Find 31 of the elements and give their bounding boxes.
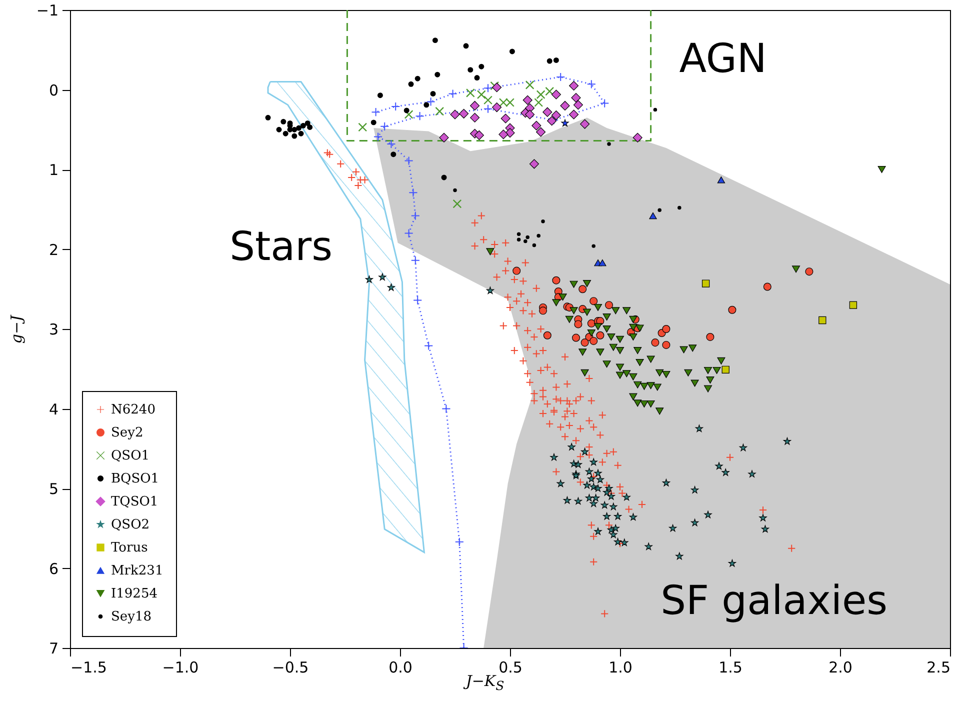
legend-label: QSO2 [111, 518, 150, 532]
legend-label: N6240 [111, 402, 156, 418]
y-tick-label: 7 [48, 640, 58, 658]
y-tick-label: 0 [48, 81, 58, 100]
x-tick-label: 2.5 [926, 658, 950, 676]
x-tick-label: −1.5 [70, 658, 107, 676]
annotation: AGN [679, 36, 767, 82]
y-tick-label: −1 [36, 2, 58, 20]
y-tick-label: 6 [48, 560, 58, 578]
legend-label: Mrk231 [111, 564, 164, 578]
legend-label: Sey2 [111, 426, 144, 440]
x-tick-label: −0.5 [272, 658, 309, 676]
legend-label: Torus [111, 540, 148, 556]
x-tick-label: 1.0 [608, 658, 632, 676]
x-tick-label: 2.0 [828, 658, 852, 676]
legend-label: Sey18 [111, 610, 152, 624]
y-axis-title: g−J [7, 314, 26, 344]
y-tick-label: 5 [48, 480, 58, 498]
legend-label: QSO1 [111, 448, 150, 464]
legend-label: I19254 [111, 586, 158, 602]
y-tick-label: 3 [48, 320, 58, 338]
y-tick-label: 1 [48, 161, 58, 179]
legend-label: BQSO1 [111, 472, 160, 486]
x-tick-label: −1.0 [162, 658, 199, 676]
legend-label: TQSO1 [111, 494, 158, 510]
x-tick-label: 1.5 [718, 658, 742, 676]
y-tick-label: 4 [48, 400, 58, 418]
annotation: Stars [230, 224, 332, 270]
x-tick-label: 0.0 [388, 658, 412, 676]
annotation: SF galaxies [660, 578, 888, 624]
y-tick-label: 2 [48, 240, 58, 259]
